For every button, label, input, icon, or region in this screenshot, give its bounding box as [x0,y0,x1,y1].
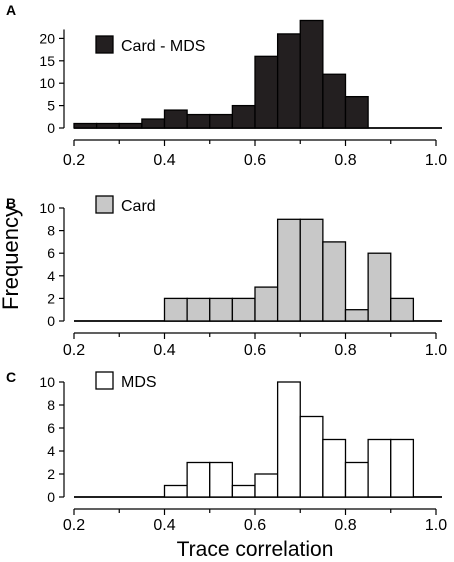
y-tick-label: 6 [47,420,55,436]
y-tick-label: 8 [47,223,55,239]
x-tick-label: 0.6 [244,152,266,169]
x-tick-label: 0.8 [334,342,356,359]
histogram-bar [367,252,392,322]
histogram-bar [118,122,143,129]
panel-letter: C [6,369,16,385]
panel-letter: B [6,195,16,211]
histogram-bar [276,33,301,129]
histogram-bar [209,461,234,498]
legend-swatch [95,35,114,54]
histogram-bar [254,55,279,129]
histogram-bar [322,241,347,322]
y-tick-label: 4 [47,443,55,459]
histogram-bar [163,297,188,322]
legend-label: MDS [121,374,157,391]
y-tick-label: 0 [47,120,55,136]
x-tick-label: 1.0 [425,152,447,169]
histogram-bar [299,218,324,322]
legend-swatch [95,195,114,214]
y-tick-label: 0 [47,489,55,505]
histogram-bar [186,297,211,322]
histogram-bar [231,104,256,129]
panel-b: B 0 2 4 6 8 10 0.2 0.4 0.6 0.8 1.0 Card [6,195,447,359]
histogram-bar [276,218,301,322]
y-tick-label: 4 [47,268,55,284]
y-tick-label: 20 [39,30,55,46]
histogram-bar [299,19,324,129]
x-tick-label: 0.8 [334,152,356,169]
histogram-bar [344,461,369,498]
y-tick-label: 5 [47,98,55,114]
panel-a: A 0 5 10 15 20 0.2 0.4 0.6 0.8 1.0 Card - MDS [6,2,447,169]
histogram-bar [322,73,347,129]
histogram-bar [163,109,188,129]
histogram-bar [254,286,279,322]
histogram-bar [209,113,234,129]
histogram-bar [367,438,392,498]
histogram-bar [231,484,256,498]
legend-label: Card [121,198,156,215]
y-tick-label: 10 [39,200,55,216]
panel-c: C 0 2 4 6 8 10 0.2 0.4 0.6 0.8 1.0 MDS [6,369,447,534]
y-tick-label: 15 [39,53,55,69]
x-tick-label: 0.2 [63,517,85,534]
y-tick-label: 6 [47,245,55,261]
histogram-bar [186,461,211,498]
panel-letter: A [6,2,16,18]
histogram-bar [141,118,166,129]
histogram-bar [73,122,98,129]
histogram-bar [163,484,188,498]
x-tick-label: 0.8 [334,517,356,534]
x-tick-label: 0.2 [63,342,85,359]
y-tick-label: 8 [47,397,55,413]
histogram-bar [299,415,324,498]
y-tick-label: 10 [39,75,55,91]
histogram-bar [95,122,120,129]
histogram-bar [276,381,301,498]
x-tick-label: 0.4 [153,152,175,169]
y-tick-label: 10 [39,374,55,390]
histogram-bar [186,113,211,129]
x-tick-label: 0.4 [153,342,175,359]
x-tick-label: 0.2 [63,152,85,169]
y-tick-label: 2 [47,466,55,482]
y-axis-label: Frequency [0,206,23,310]
histogram-bar [254,473,279,498]
y-tick-label: 0 [47,313,55,329]
legend-swatch [95,371,114,390]
y-tick-label: 2 [47,290,55,306]
x-tick-label: 0.6 [244,517,266,534]
histogram-bar [390,297,415,322]
x-tick-label: 1.0 [425,517,447,534]
histogram-bar [344,95,369,129]
histogram-bar [344,309,369,322]
x-axis-label: Trace correlation [177,538,334,561]
histogram-bar [209,297,234,322]
x-tick-label: 0.6 [244,342,266,359]
histogram-bar [231,297,256,322]
histogram-bar [390,438,415,498]
legend-label: Card - MDS [121,38,205,55]
x-tick-label: 0.4 [153,517,175,534]
histogram-bar [322,438,347,498]
x-tick-label: 1.0 [425,342,447,359]
